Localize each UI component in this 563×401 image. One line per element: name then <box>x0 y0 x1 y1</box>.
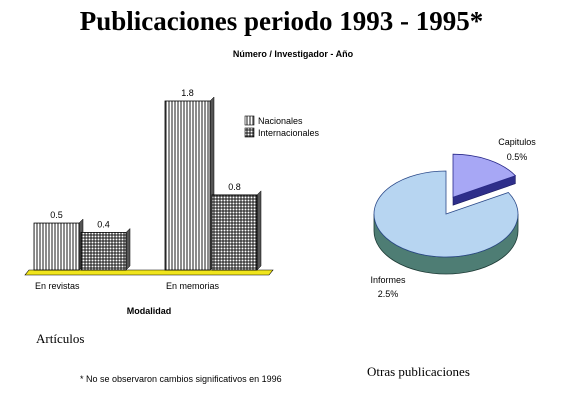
pie-slice-capitulos <box>452 153 517 198</box>
pie-value-informes: 2.5% <box>378 289 399 299</box>
page-title: Publicaciones periodo 1993 - 1995* <box>79 6 484 36</box>
footnote: * No se observaron cambios significativo… <box>80 374 282 384</box>
bar-side-en-memorias-internacionales <box>256 190 262 271</box>
legend-swatch-nacionales <box>244 115 255 126</box>
legend-label-internacionales: Internacionales <box>258 128 320 138</box>
bar-en-memorias-nacionales <box>164 100 211 271</box>
otras-publicaciones-pie-chart: Capitulos 0.5% Informes 2.5% <box>370 137 536 299</box>
x-axis-label: Modalidad <box>127 306 172 316</box>
category-label-en-memorias: En memorias <box>166 281 220 291</box>
bar-en-memorias-internacionales <box>211 194 258 271</box>
articulos-bar-chart: 0.5 0.4 En revistas 1.8 0.8 En memorias Modali… <box>24 88 320 316</box>
data-label-en-memorias-internacionales: 0.8 <box>228 182 241 192</box>
bar-en-revistas-internacionales <box>80 232 127 271</box>
pie-label-informes: Informes <box>370 275 406 285</box>
bar-en-revistas-nacionales <box>33 222 80 271</box>
chart-floor <box>24 269 274 276</box>
bar-chart-caption: Artículos <box>36 331 85 346</box>
pie-slice-informes <box>373 170 519 258</box>
data-label-en-memorias-nacionales: 1.8 <box>181 88 194 98</box>
data-label-en-revistas-internacionales: 0.4 <box>97 219 110 229</box>
legend-label-nacionales: Nacionales <box>258 116 303 126</box>
legend-swatch-internacionales <box>244 127 255 138</box>
chart-subtitle: Número / Investigador - Año <box>232 49 354 59</box>
data-label-en-revistas-nacionales: 0.5 <box>50 210 63 220</box>
category-label-en-revistas: En revistas <box>35 281 80 291</box>
pie-chart-caption: Otras publicaciones <box>367 364 470 379</box>
pie-label-capitulos: Capitulos <box>498 137 536 147</box>
bar-side-en-revistas-internacionales <box>125 227 131 271</box>
pie-value-capitulos: 0.5% <box>507 152 528 162</box>
